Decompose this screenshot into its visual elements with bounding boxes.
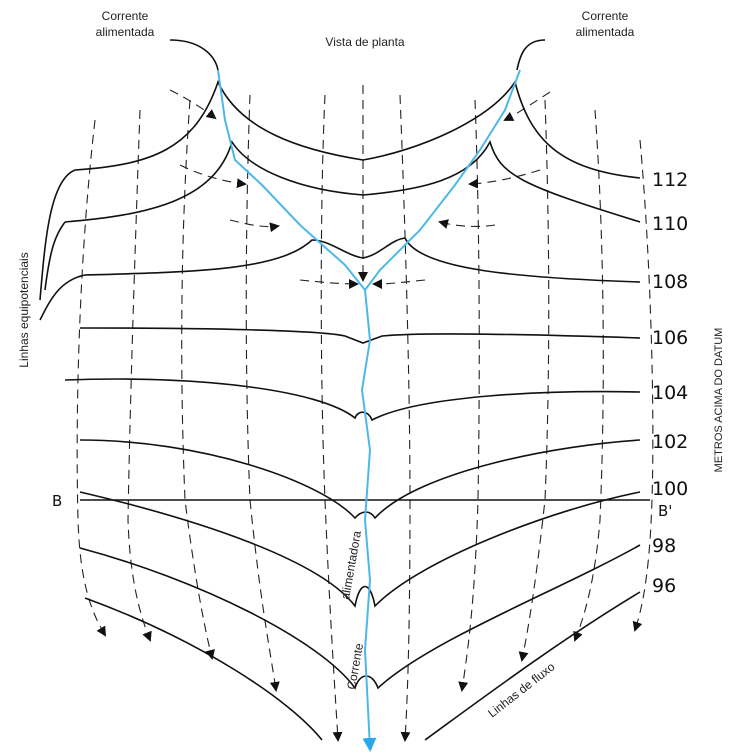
stream: [217, 69, 521, 752]
stream-label: alimentada: [576, 25, 635, 39]
flow-label: Linhas de fluxo: [485, 659, 557, 720]
contour-label: 102: [652, 431, 688, 453]
stream-label: alimentada: [96, 25, 155, 39]
equipotential-label: Linhas equipotenciais: [17, 252, 31, 367]
contour-label: 96: [652, 575, 676, 597]
axis-title: METROS ACIMA DO DATUM: [713, 328, 725, 473]
view-title: Vista de planta: [325, 35, 404, 49]
contour-label: 100: [652, 478, 688, 500]
contour-labels: 112 110 108 106 104 102 100 98 96: [652, 169, 688, 597]
flow-lines: [76, 85, 654, 742]
contour-label: 112: [652, 169, 688, 191]
section-label: B': [658, 502, 672, 520]
contour-label: 98: [652, 535, 676, 557]
stream-text: Corrente: [344, 642, 366, 691]
stream-label: Corrente: [582, 9, 629, 23]
contour-label: 108: [652, 271, 688, 293]
contour-label: 110: [652, 213, 688, 235]
stream-label: Corrente: [102, 9, 149, 23]
section-label: B: [52, 492, 62, 510]
contour-label: 104: [652, 382, 688, 404]
equipotential-lines: [39, 39, 650, 741]
contour-label: 106: [652, 327, 688, 349]
